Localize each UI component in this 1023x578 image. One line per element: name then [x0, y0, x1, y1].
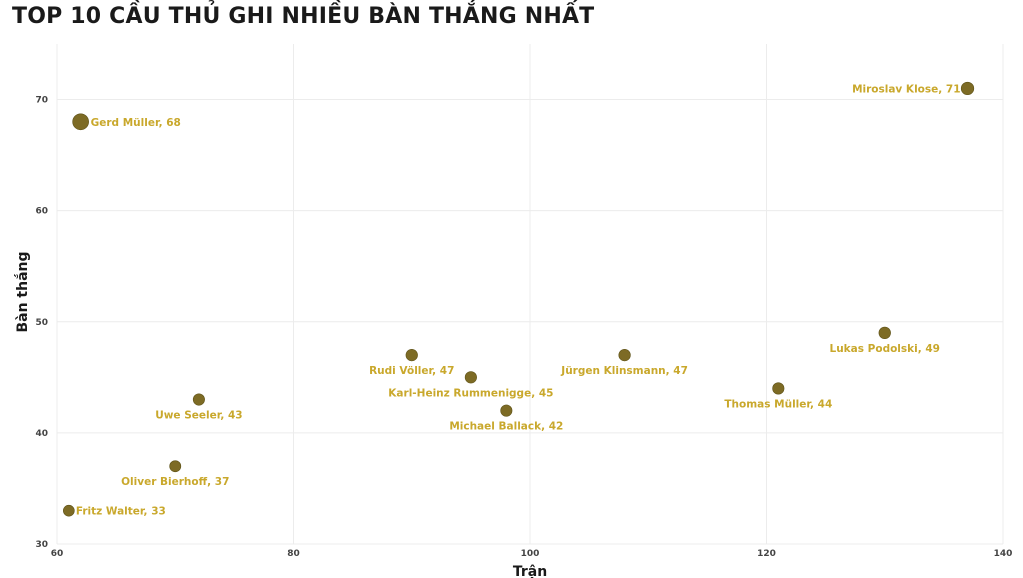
x-tick-label: 120	[757, 549, 776, 559]
y-tick-label: 70	[35, 96, 48, 106]
data-label: Oliver Bierhoff, 37	[121, 476, 229, 488]
data-points	[63, 81, 975, 517]
x-tick-label: 80	[287, 549, 300, 559]
x-tick-label: 140	[994, 549, 1013, 559]
data-point[interactable]	[618, 349, 631, 362]
x-axis-title: Trận	[513, 564, 547, 578]
data-label: Gerd Müller, 68	[91, 117, 181, 129]
grid	[56, 44, 1004, 545]
data-label: Karl-Heinz Rummenigge, 45	[388, 387, 553, 399]
data-label: Rudi Völler, 47	[369, 365, 454, 377]
data-point[interactable]	[464, 371, 477, 384]
data-label: Michael Ballack, 42	[449, 421, 563, 433]
data-point[interactable]	[772, 382, 785, 395]
y-tick-label: 50	[35, 318, 48, 328]
y-tick-label: 30	[35, 540, 48, 550]
data-point[interactable]	[169, 460, 182, 473]
data-label: Miroslav Klose, 71	[852, 83, 960, 95]
x-tick-label: 100	[521, 549, 540, 559]
data-point[interactable]	[960, 81, 975, 96]
data-point[interactable]	[192, 393, 205, 406]
data-point[interactable]	[405, 349, 418, 362]
chart-title: TOP 10 CẦU THỦ GHI NHIỀU BÀN THẮNG NHẤT	[12, 4, 595, 29]
data-label: Thomas Müller, 44	[724, 398, 832, 410]
data-labels: Miroslav Klose, 71 Gerd Müller, 68 Lukas P…	[76, 83, 961, 517]
data-point[interactable]	[878, 326, 891, 340]
y-tick-label: 40	[35, 429, 48, 439]
axis-ticks: 60 80 100 120 140 30 40 50 60 70	[35, 96, 1012, 559]
y-tick-label: 60	[35, 207, 48, 217]
x-tick-label: 60	[51, 549, 64, 559]
data-point[interactable]	[500, 404, 513, 417]
data-label: Uwe Seeler, 43	[155, 410, 242, 422]
data-label: Fritz Walter, 33	[76, 506, 166, 518]
data-point[interactable]	[63, 504, 75, 517]
data-label: Jürgen Klinsmann, 47	[560, 365, 688, 377]
data-point[interactable]	[72, 113, 89, 131]
y-axis-title: Bàn thắng	[14, 251, 31, 332]
data-label: Lukas Podolski, 49	[830, 343, 940, 355]
